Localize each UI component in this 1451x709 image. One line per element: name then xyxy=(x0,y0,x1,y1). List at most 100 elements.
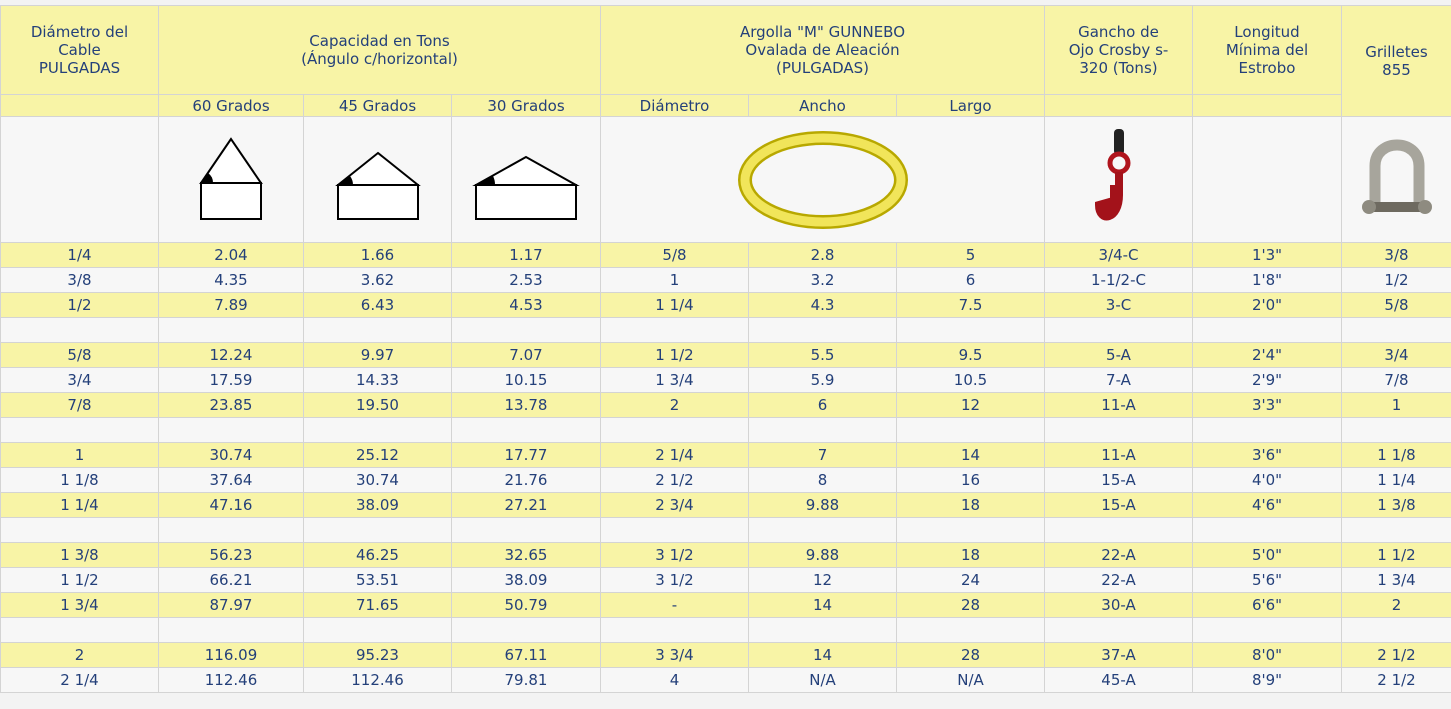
data-cell: 16 xyxy=(897,468,1045,493)
data-cell: N/A xyxy=(749,668,897,693)
data-cell: 116.09 xyxy=(159,643,304,668)
spacer-row xyxy=(1,518,1451,543)
empty-cell xyxy=(304,418,452,443)
data-cell: 30-A xyxy=(1045,593,1193,618)
empty-cell xyxy=(1193,418,1342,443)
empty-cell xyxy=(304,618,452,643)
empty-cell xyxy=(1,318,159,343)
data-cell: 37-A xyxy=(1045,643,1193,668)
angle-icon xyxy=(452,117,601,243)
data-cell: 25.12 xyxy=(304,443,452,468)
data-cell: 3/4 xyxy=(1,368,159,393)
image-row xyxy=(1,117,1451,243)
data-cell: 3/8 xyxy=(1,268,159,293)
data-cell: 66.21 xyxy=(159,568,304,593)
empty-cell xyxy=(749,418,897,443)
data-cell: 112.46 xyxy=(304,668,452,693)
data-cell: 32.65 xyxy=(452,543,601,568)
data-cell: 2.04 xyxy=(159,243,304,268)
data-cell: 18 xyxy=(897,543,1045,568)
data-cell: 9.88 xyxy=(749,493,897,518)
empty-cell xyxy=(897,518,1045,543)
header-cell: Grilletes 855 xyxy=(1342,6,1451,117)
data-cell: 6 xyxy=(749,393,897,418)
empty-cell xyxy=(452,418,601,443)
data-cell: 15-A xyxy=(1045,468,1193,493)
data-cell: 14.33 xyxy=(304,368,452,393)
data-cell: N/A xyxy=(897,668,1045,693)
data-cell: 6.43 xyxy=(304,293,452,318)
data-cell: 28 xyxy=(897,643,1045,668)
empty-cell xyxy=(452,618,601,643)
data-cell: 7.5 xyxy=(897,293,1045,318)
data-cell: 2'0" xyxy=(1193,293,1342,318)
empty-cell xyxy=(1342,418,1451,443)
empty-cell xyxy=(304,318,452,343)
data-cell: 1 1/2 xyxy=(601,343,749,368)
empty-cell xyxy=(601,518,749,543)
data-cell: 14 xyxy=(749,593,897,618)
data-cell: 9.97 xyxy=(304,343,452,368)
data-cell: 7.07 xyxy=(452,343,601,368)
subheader-cell: Ancho xyxy=(749,95,897,117)
data-cell: 50.79 xyxy=(452,593,601,618)
data-cell: 1 3/4 xyxy=(1,593,159,618)
data-cell: 5/8 xyxy=(1,343,159,368)
data-cell: 45-A xyxy=(1045,668,1193,693)
data-cell: 14 xyxy=(749,643,897,668)
empty-cell xyxy=(749,318,897,343)
spacer-row xyxy=(1,318,1451,343)
data-cell: 21.76 xyxy=(452,468,601,493)
data-cell: 1 3/4 xyxy=(601,368,749,393)
data-cell: 2 1/4 xyxy=(1,668,159,693)
data-cell: 1/2 xyxy=(1,293,159,318)
header-row: Diámetro del Cable PULGADAS Capacidad en… xyxy=(1,6,1451,95)
data-cell: 11-A xyxy=(1045,443,1193,468)
empty-cell xyxy=(1045,518,1193,543)
data-cell: 1 1/8 xyxy=(1,468,159,493)
data-cell: 67.11 xyxy=(452,643,601,668)
data-cell: 4.53 xyxy=(452,293,601,318)
data-cell: 24 xyxy=(897,568,1045,593)
data-cell: 3/8 xyxy=(1342,243,1451,268)
spacer-row xyxy=(1,418,1451,443)
data-cell: 13.78 xyxy=(452,393,601,418)
data-cell: 10.5 xyxy=(897,368,1045,393)
data-cell: 2 xyxy=(601,393,749,418)
data-cell: 3.2 xyxy=(749,268,897,293)
data-cell: 3'3" xyxy=(1193,393,1342,418)
data-cell: 1 1/4 xyxy=(601,293,749,318)
empty-cell xyxy=(1045,95,1193,117)
subheader-cell: Diámetro xyxy=(601,95,749,117)
data-cell: 87.97 xyxy=(159,593,304,618)
header-cell: Gancho de Ojo Crosby s- 320 (Tons) xyxy=(1045,6,1193,95)
data-cell: 5'6" xyxy=(1193,568,1342,593)
data-cell: 2'4" xyxy=(1193,343,1342,368)
data-cell: 17.77 xyxy=(452,443,601,468)
data-cell: 2.8 xyxy=(749,243,897,268)
data-cell: 5 xyxy=(897,243,1045,268)
empty-cell xyxy=(452,518,601,543)
header-cell: Diámetro del Cable PULGADAS xyxy=(1,6,159,95)
data-cell: 8 xyxy=(749,468,897,493)
data-cell: 9.5 xyxy=(897,343,1045,368)
data-cell: 5/8 xyxy=(1342,293,1451,318)
data-cell: 1 xyxy=(601,268,749,293)
data-cell: 1 1/2 xyxy=(1,568,159,593)
header-cell: Longitud Mínima del Estrobo xyxy=(1193,6,1342,95)
data-cell: 2 1/2 xyxy=(1342,668,1451,693)
data-cell: 2 xyxy=(1342,593,1451,618)
empty-cell xyxy=(1045,618,1193,643)
empty-cell xyxy=(1342,318,1451,343)
data-cell: 12 xyxy=(897,393,1045,418)
empty-cell xyxy=(601,618,749,643)
data-cell: 3'6" xyxy=(1193,443,1342,468)
data-cell: 22-A xyxy=(1045,543,1193,568)
